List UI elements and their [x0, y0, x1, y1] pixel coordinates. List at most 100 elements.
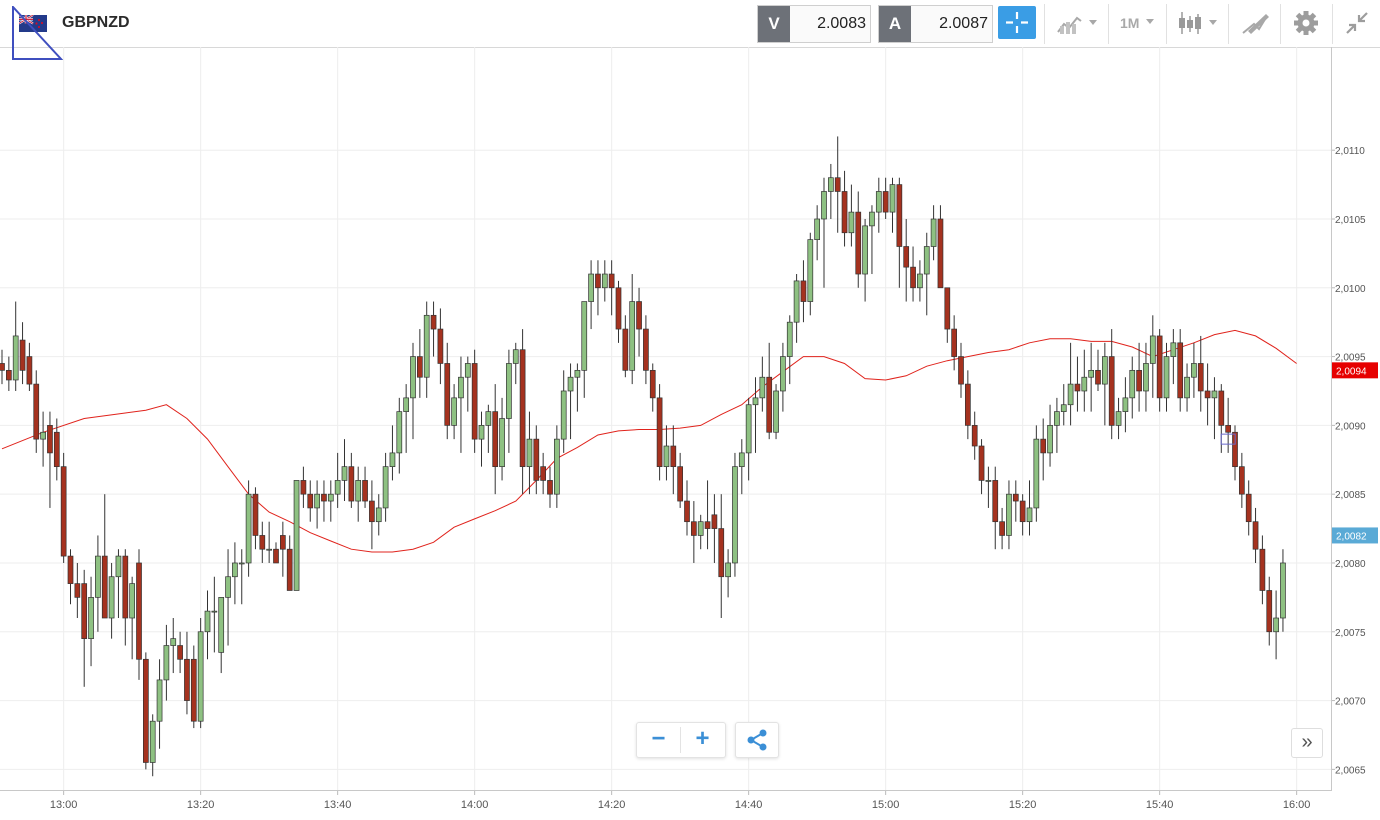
current-price-badge-bg: [1332, 527, 1378, 544]
candle: [1280, 549, 1286, 632]
bear-candle-body: [937, 218, 944, 289]
bear-candle-body: [636, 301, 642, 330]
share-button[interactable]: [735, 722, 779, 758]
candle: [903, 218, 910, 302]
bull-candle-body: [163, 645, 170, 681]
scroll-right-button[interactable]: »: [1291, 728, 1323, 758]
bear-candle-body: [1245, 493, 1252, 523]
candle: [1191, 342, 1197, 398]
bear-candle-body: [492, 411, 499, 468]
candle: [1232, 425, 1238, 481]
drawing-tools-button[interactable]: [1234, 6, 1276, 40]
bull-candle-body: [389, 452, 396, 468]
chart-type-button[interactable]: [1172, 6, 1224, 40]
candle: [389, 425, 396, 481]
candle: [889, 177, 896, 233]
candle: [732, 452, 738, 577]
candle: [499, 397, 505, 481]
collapse-button[interactable]: [1338, 6, 1376, 40]
bull-candle-body: [1280, 562, 1286, 619]
candle: [95, 535, 101, 632]
buy-price-button[interactable]: A 2.0087: [878, 5, 993, 43]
candle: [218, 597, 225, 674]
candle: [848, 184, 855, 247]
bull-candle-body: [115, 555, 122, 578]
candle: [506, 349, 512, 453]
candle: [1040, 418, 1047, 481]
candle: [944, 287, 951, 343]
candle: [485, 404, 492, 453]
zoom-in-button[interactable]: +: [695, 725, 710, 752]
y-tick-label: 2,0085: [1335, 490, 1366, 501]
sell-price-button[interactable]: V 2.0083: [757, 5, 871, 43]
bull-candle-body: [588, 273, 594, 302]
bear-candle-body: [1136, 369, 1142, 392]
bull-candle-body: [95, 555, 101, 598]
chart-toolbar: GBPNZD V 2.0083 A 2.0087 1M: [0, 0, 1380, 60]
indicators-button[interactable]: [1052, 6, 1104, 40]
bear-candle-body: [1225, 425, 1232, 433]
bull-candle-body: [1184, 376, 1190, 399]
crosshair-button[interactable]: [998, 6, 1036, 39]
candle: [560, 370, 567, 453]
bull-candle-body: [923, 246, 930, 275]
candle: [951, 315, 958, 371]
bull-candle-body: [601, 273, 608, 289]
candle: [0, 349, 5, 385]
bear-candle-body: [704, 521, 711, 529]
bear-candle-body: [1252, 521, 1259, 550]
bull-candle-body: [396, 411, 403, 454]
candle: [923, 232, 930, 316]
bear-candle-body: [430, 314, 437, 330]
bull-candle-body: [780, 356, 786, 392]
bear-candle-body: [643, 328, 649, 371]
candle: [656, 384, 663, 481]
candle: [327, 480, 334, 522]
candle: [478, 411, 485, 467]
candle: [780, 342, 786, 412]
candle: [12, 301, 19, 391]
bull-candle-body: [245, 493, 252, 564]
candle: [197, 618, 204, 729]
candle: [937, 205, 944, 289]
bull-candle-body: [526, 438, 533, 468]
candle: [800, 260, 807, 323]
bear-candle-body: [800, 280, 807, 302]
candle: [403, 384, 409, 453]
candle: [1211, 377, 1218, 440]
candle: [252, 487, 259, 550]
x-tick-label: 13:00: [50, 799, 78, 811]
candle: [74, 562, 81, 619]
bull-candle-body: [423, 314, 430, 378]
bear-candle-body: [307, 493, 314, 509]
candle: [382, 452, 389, 522]
timeframe-selector[interactable]: 1M: [1114, 6, 1160, 40]
candle: [1054, 397, 1060, 453]
candle: [1266, 576, 1273, 646]
crosshair-icon: [1006, 12, 1028, 33]
bear-candle-body: [417, 356, 423, 378]
candle: [156, 659, 163, 749]
candle: [1026, 480, 1033, 536]
bull-candle-body: [629, 301, 636, 371]
bear-candle-body: [101, 555, 108, 619]
bull-candle-body: [40, 431, 46, 440]
bull-candle-body: [1081, 376, 1088, 392]
zoom-out-button[interactable]: −: [651, 725, 666, 752]
bull-candle-body: [129, 583, 135, 619]
x-tick-label: 15:40: [1146, 799, 1174, 811]
candle: [759, 356, 766, 412]
candle: [1156, 329, 1163, 412]
candle-marker: [1220, 433, 1236, 445]
bull-candle-body: [410, 356, 416, 399]
candle: [321, 480, 327, 522]
candle: [437, 308, 444, 385]
bear-candle-body: [252, 493, 259, 536]
candle: [553, 425, 560, 508]
candle: [1012, 480, 1019, 522]
candle: [375, 494, 382, 536]
settings-button[interactable]: [1286, 6, 1326, 40]
candle: [766, 342, 773, 440]
bear-candle-body: [670, 445, 677, 468]
